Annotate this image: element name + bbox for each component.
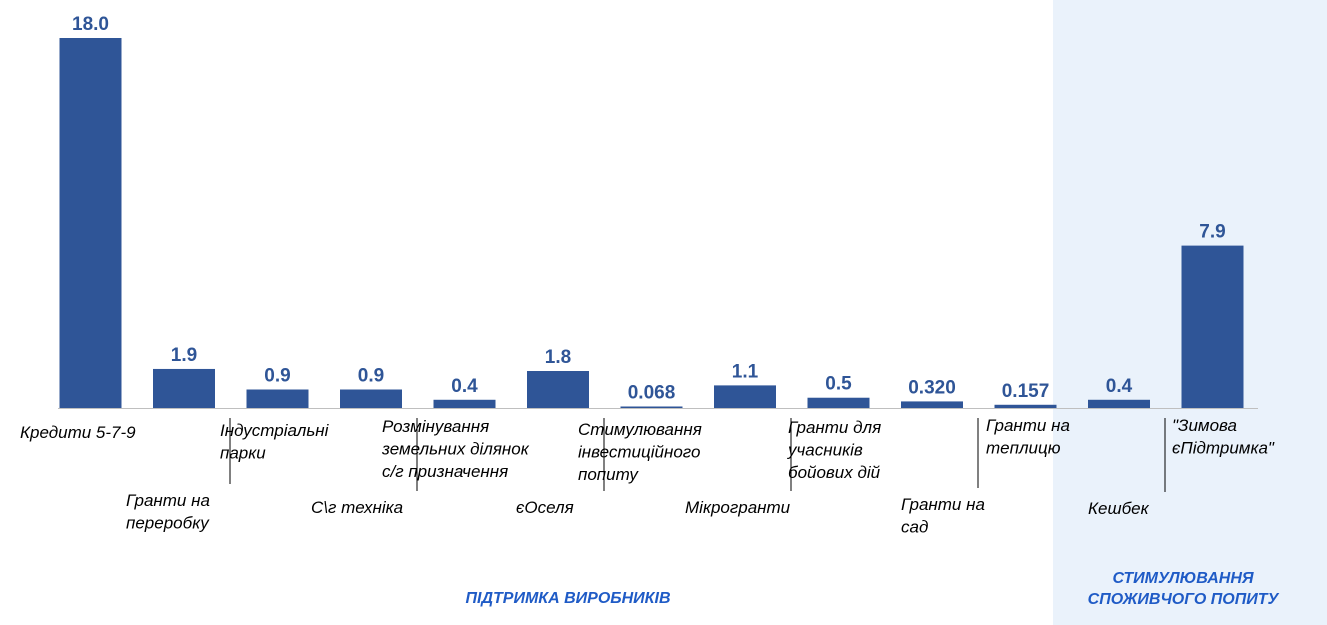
category-label-мікрогранти: Мікрогранти xyxy=(685,498,791,517)
category-label-гранти-для-учасників-бойових-дій: Гранти для учасників бойових дій xyxy=(787,418,881,482)
value-label-гранти-на-переробку: 1.9 xyxy=(171,345,197,366)
category-label-єоселя: єОселя xyxy=(516,498,574,517)
value-label-кешбек: 0.4 xyxy=(1106,376,1133,397)
value-label-кредити-5-7-9: 18.0 xyxy=(72,14,109,35)
category-label-гранти-на-сад: Гранти на сад xyxy=(901,495,985,537)
bar-кешбек xyxy=(1088,399,1150,408)
bars-layer xyxy=(59,38,1244,408)
category-label-кредити-5-7-9: Кредити 5-7-9 xyxy=(20,423,136,442)
bar-єоселя xyxy=(527,371,589,408)
category-label-стимулювання-інвестиційного-попиту: Стимулювання інвестиційного попиту xyxy=(578,420,702,484)
value-label-стимулювання-інвестиційного-попиту: 0.068 xyxy=(628,383,676,404)
category-label-розмінування-земельних-ділянок-с-г-призначення: Розмінування земельних ділянок с/г признач… xyxy=(381,417,530,481)
category-label-гранти-на-теплицю: Гранти на теплицю xyxy=(986,416,1070,458)
value-label-єоселя: 1.8 xyxy=(545,347,571,368)
value-label-мікрогранти: 1.1 xyxy=(732,361,759,382)
value-label-гранти-для-учасників-бойових-дій: 0.5 xyxy=(825,374,852,395)
bar-гранти-для-учасників-бойових-дій xyxy=(807,397,870,408)
bar-кредити-5-7-9 xyxy=(59,38,122,408)
bar-індустріальні-парки xyxy=(246,389,309,408)
bar-с-г-техніка xyxy=(340,389,402,408)
category-label-індустріальні-парки: Індустріальні парки xyxy=(220,421,330,463)
bar-розмінування-земельних-ділянок-с-г-призначення xyxy=(433,399,496,408)
bar-зимова-єпідтримка xyxy=(1181,245,1244,408)
category-label-с-г-техніка: С\г техніка xyxy=(311,498,403,517)
labels-layer: 18.0 Кредити 5-7-9 1.9 Гранти на переробку 0.… xyxy=(20,14,1279,608)
value-label-гранти-на-сад: 0.320 xyxy=(908,377,956,398)
bar-гранти-на-переробку xyxy=(153,368,215,408)
value-label-зимова-єпідтримка: 7.9 xyxy=(1199,222,1225,243)
group-label-producer-support: ПІДТРИМКА ВИРОБНИКІВ xyxy=(465,590,670,607)
value-label-розмінування-земельних-ділянок-с-г-призначення: 0.4 xyxy=(451,376,478,397)
bar-стимулювання-інвестиційного-попиту xyxy=(620,406,683,408)
category-label-зимова-єпідтримка: "Зимова єПідтримка" xyxy=(1172,416,1275,458)
value-label-гранти-на-теплицю: 0.157 xyxy=(1002,381,1050,402)
bar-гранти-на-сад xyxy=(901,401,963,408)
group-label-consumer-demand: СТИМУЛЮВАННЯ СПОЖИВЧОГО ПОПИТУ xyxy=(1088,570,1280,608)
value-label-індустріальні-парки: 0.9 xyxy=(264,366,290,387)
bar-гранти-на-теплицю xyxy=(994,404,1057,408)
value-label-с-г-техніка: 0.9 xyxy=(358,366,384,387)
bar-мікрогранти xyxy=(714,385,776,408)
category-label-кешбек: Кешбек xyxy=(1088,499,1150,518)
category-label-гранти-на-переробку: Гранти на переробку xyxy=(126,491,210,533)
